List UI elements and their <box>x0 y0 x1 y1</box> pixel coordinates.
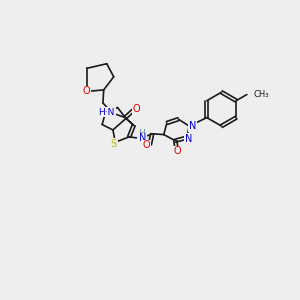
Text: N: N <box>139 134 147 143</box>
Text: O: O <box>82 86 90 96</box>
Text: O: O <box>133 104 141 114</box>
Text: S: S <box>111 139 117 149</box>
Text: H·N: H·N <box>99 108 115 117</box>
Text: N: N <box>189 121 196 131</box>
Text: CH₃: CH₃ <box>253 90 268 99</box>
Text: H: H <box>138 129 145 138</box>
Text: N: N <box>185 134 192 144</box>
Text: O: O <box>142 140 150 150</box>
Text: O: O <box>174 146 182 157</box>
